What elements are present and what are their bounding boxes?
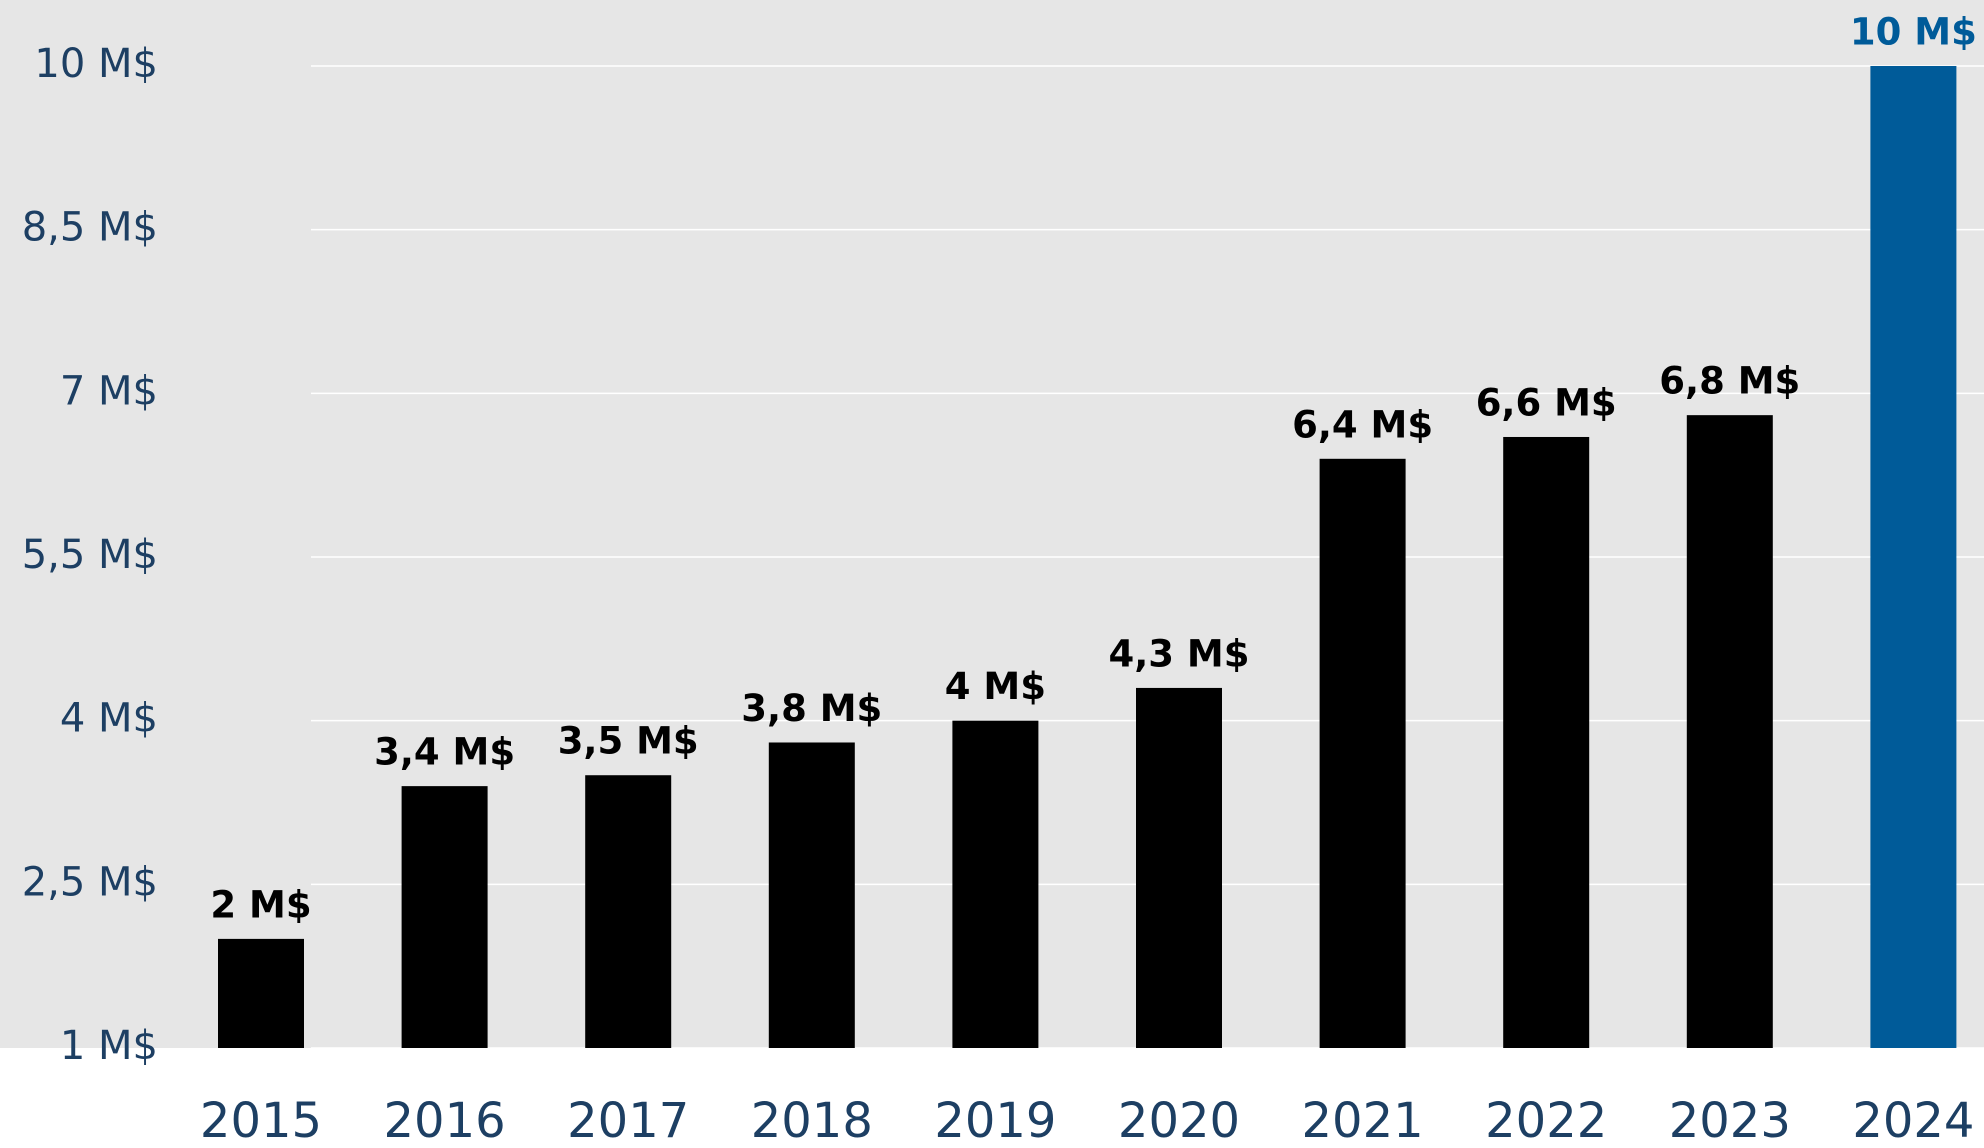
- y-tick-label: 1 M$: [60, 1023, 158, 1069]
- value-label: 6,6 M$: [1476, 381, 1617, 424]
- bar: [768, 742, 855, 1048]
- bar: [218, 938, 304, 1048]
- value-label: 4 M$: [945, 665, 1046, 708]
- value-label: 3,4 M$: [374, 731, 515, 774]
- x-tick-label: 2015: [200, 1093, 322, 1148]
- y-tick-label: 4 M$: [60, 696, 158, 742]
- value-label: 6,4 M$: [1292, 403, 1433, 446]
- x-tick-label: 2018: [751, 1093, 873, 1148]
- x-tick-label: 2021: [1302, 1093, 1424, 1148]
- bar: [1136, 687, 1222, 1048]
- x-tick-label: 2023: [1669, 1093, 1791, 1148]
- y-tick-label: 10 M$: [34, 41, 158, 87]
- y-tick-label: 2,5 M$: [22, 859, 158, 905]
- y-tick-label: 8,5 M$: [22, 205, 158, 251]
- y-tick-label: 7 M$: [60, 368, 158, 414]
- y-tick-label: 5,5 M$: [22, 532, 158, 578]
- x-tick-label: 2019: [934, 1093, 1056, 1148]
- x-tick-label: 2022: [1485, 1093, 1607, 1148]
- value-label: 2 M$: [210, 883, 311, 926]
- bar: [1319, 458, 1406, 1048]
- x-tick-label: 2024: [1852, 1093, 1974, 1148]
- bar: [1503, 436, 1590, 1048]
- bar: [1870, 66, 1957, 1048]
- bar: [585, 775, 672, 1048]
- bar: [1686, 415, 1773, 1049]
- value-label: 10 M$: [1850, 11, 1977, 54]
- x-tick-label: 2017: [567, 1093, 689, 1148]
- value-label: 6,8 M$: [1659, 360, 1800, 403]
- value-label: 3,5 M$: [558, 720, 699, 763]
- bar: [401, 786, 488, 1048]
- bar: [952, 720, 1039, 1048]
- x-tick-label: 2016: [384, 1093, 506, 1148]
- x-tick-label: 2020: [1118, 1093, 1240, 1148]
- value-label: 4,3 M$: [1109, 632, 1250, 675]
- value-label: 3,8 M$: [741, 687, 882, 730]
